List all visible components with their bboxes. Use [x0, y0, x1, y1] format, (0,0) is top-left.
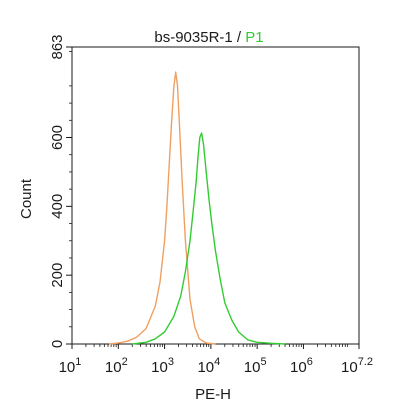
- chart-title-gate: P1: [245, 29, 263, 46]
- x-tick-exponent: 2: [122, 356, 128, 368]
- y-tick-label: 400: [49, 194, 66, 219]
- x-tick-label: 107.2: [341, 356, 373, 376]
- y-tick-label: 0: [49, 340, 66, 348]
- x-tick-base: 10: [197, 359, 214, 376]
- x-tick-base: 10: [105, 359, 122, 376]
- x-tick-base: 10: [59, 359, 76, 376]
- x-tick-label: 102: [105, 356, 128, 376]
- y-tick-label: 600: [49, 125, 66, 150]
- series-layer: [108, 71, 285, 345]
- x-tick-label: 105: [244, 356, 267, 376]
- chart-title-sample: bs-9035R-1: [154, 29, 232, 46]
- y-axis-label: Count: [18, 178, 35, 219]
- x-tick-base: 10: [244, 359, 261, 376]
- x-tick-base: 10: [151, 359, 168, 376]
- x-tick-exponent: 4: [214, 356, 220, 368]
- chart-title-separator: /: [233, 29, 246, 46]
- x-tick-label: 103: [151, 356, 174, 376]
- x-tick-base: 10: [290, 359, 307, 376]
- series-line-1: [108, 71, 216, 345]
- y-tick-label: 200: [49, 263, 66, 288]
- x-tick-exponent: 5: [260, 356, 266, 368]
- x-tick-label: 101: [59, 356, 82, 376]
- x-axis-ticks: 101 102 103 104 105 106 107.2: [59, 344, 373, 376]
- x-tick-label: 104: [197, 356, 220, 376]
- x-tick-label: 106: [290, 356, 313, 376]
- y-tick-label: 863: [49, 34, 66, 59]
- y-axis-ticks: 0 200 400 600 863: [49, 34, 72, 348]
- x-axis-label: PE-H: [195, 386, 231, 403]
- x-tick-exponent: 6: [307, 356, 313, 368]
- series-line-2: [132, 132, 285, 345]
- x-tick-exponent: 7.2: [358, 356, 373, 368]
- x-tick-exponent: 1: [75, 356, 81, 368]
- chart-title: bs-9035R-1 / P1: [154, 29, 263, 46]
- x-tick-base: 10: [341, 359, 358, 376]
- plot-area-frame: [71, 46, 360, 345]
- x-tick-exponent: 3: [168, 356, 174, 368]
